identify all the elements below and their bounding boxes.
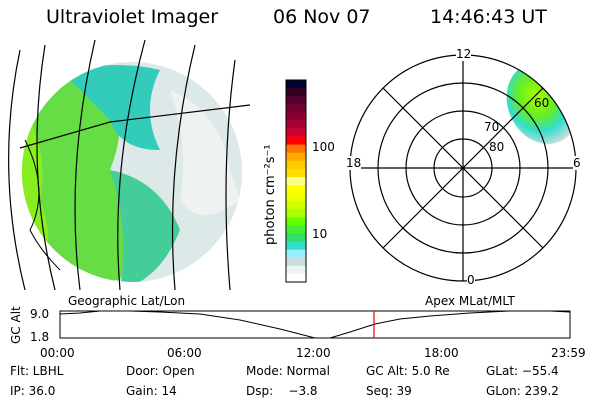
colorbar-band: [286, 128, 306, 138]
colorbar-band: [286, 265, 306, 275]
time-label: 14:46:43 UT: [430, 6, 547, 28]
mlt-12: 12: [456, 47, 472, 61]
lat-70: 70: [484, 120, 500, 134]
colorbar-band: [286, 273, 306, 283]
colorbar-band: [286, 112, 306, 121]
mlt-6: 6: [573, 156, 581, 170]
colorbar-band: [286, 160, 306, 170]
colorbar-band: [286, 88, 306, 97]
date-label: 06 Nov 07: [273, 6, 371, 28]
xtick-1200: 12:00: [296, 346, 331, 360]
colorbar-band: [286, 136, 306, 146]
mode-info: Mode: Normal: [246, 364, 330, 378]
colorbar-band: [286, 96, 306, 105]
colorbar-band: [286, 201, 306, 210]
door-info: Door: Open: [126, 364, 195, 378]
seq-info: Seq: 39: [366, 384, 412, 398]
lat-80: 80: [489, 140, 505, 154]
colorbar-band: [286, 217, 306, 226]
glon-info: GLon: 239.2: [486, 384, 559, 398]
colorbar-band: [286, 185, 306, 194]
colorbar-band: [286, 257, 306, 267]
gc-alt-info: GC Alt: 5.0 Re: [366, 364, 450, 378]
xtick-2359: 23:59: [551, 346, 586, 360]
ip-info: IP: 36.0: [10, 384, 56, 398]
colorbar-frame: [285, 79, 307, 283]
colorbar-band: [286, 168, 306, 178]
polar-plot: [349, 54, 577, 282]
colorbar-tick-100: 100: [312, 140, 335, 154]
colorbar-band: [286, 193, 306, 202]
colorbar-band: [286, 241, 306, 251]
colorbar-band: [286, 104, 306, 113]
gain-info: Gain: 14: [126, 384, 177, 398]
lat-60: 60: [534, 96, 550, 110]
glat-info: GLat: −55.4: [486, 364, 559, 378]
ytick-1-8: 1.8: [30, 330, 50, 344]
ytick-9: 9.0: [30, 307, 50, 321]
colorbar-band: [286, 176, 306, 186]
mlt-18: 18: [346, 156, 362, 170]
colorbar-band: [286, 209, 306, 218]
filter-info: Flt: LBHL: [10, 364, 64, 378]
colorbar-band: [286, 249, 306, 259]
gc-alt-axis-label: GC Alt: [9, 306, 23, 344]
colorbar-label: photon cm⁻²s⁻¹: [263, 144, 278, 245]
instrument-title: Ultraviolet Imager: [46, 6, 219, 28]
mlt-0: 0: [467, 273, 475, 287]
colorbar-band: [286, 152, 306, 162]
colorbar-band: [286, 225, 306, 235]
colorbar: [286, 80, 306, 283]
colorbar-band: [286, 233, 306, 243]
xtick-1800: 18:00: [424, 346, 459, 360]
geographic-title: Geographic Lat/Lon: [68, 294, 186, 308]
colorbar-band: [286, 120, 306, 129]
xtick-0600: 06:00: [167, 346, 202, 360]
apex-title: Apex MLat/MLT: [425, 294, 515, 308]
xtick-0000: 00:00: [40, 346, 75, 360]
colorbar-band: [286, 144, 306, 154]
colorbar-tick-10: 10: [312, 227, 328, 241]
globe-image: [8, 40, 251, 290]
altitude-timeline: [59, 310, 571, 339]
dsp-info: Dsp: −3.8: [246, 384, 318, 398]
colorbar-band: [286, 80, 306, 89]
